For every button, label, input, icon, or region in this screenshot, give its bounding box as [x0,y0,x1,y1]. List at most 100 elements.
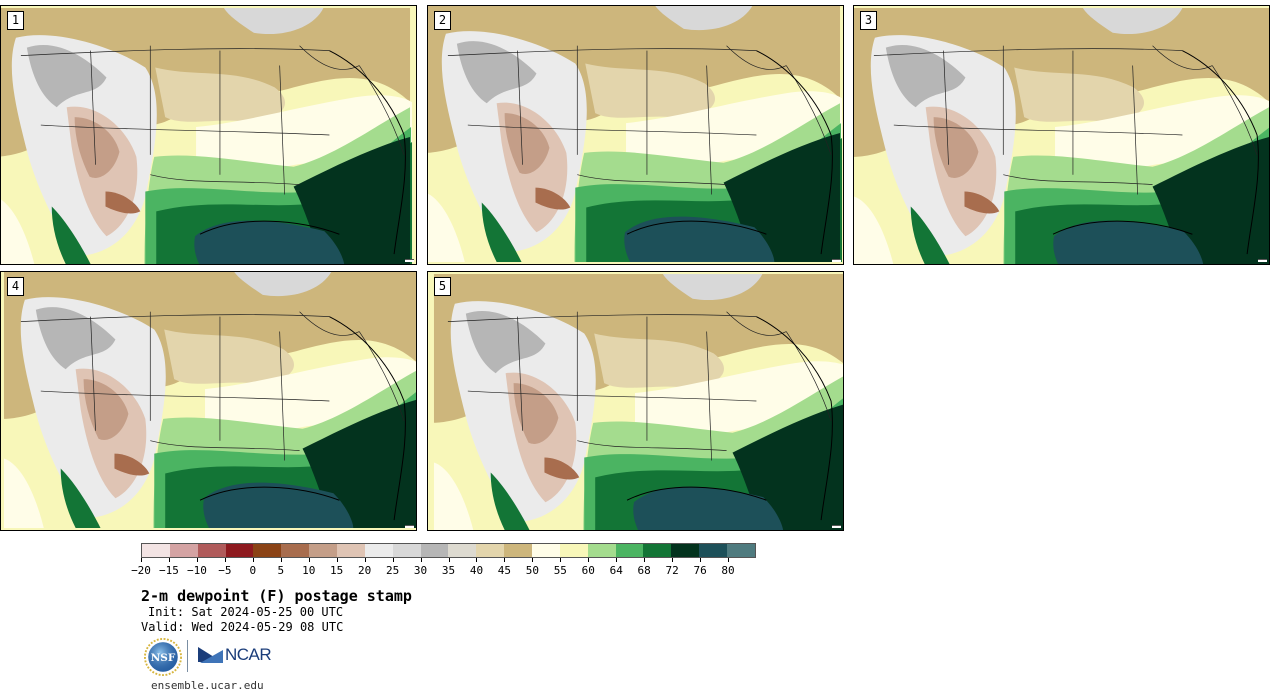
dewpoint-region [535,187,571,210]
colorbar-tick-label: 72 [665,564,679,577]
colorbar-tick [420,558,422,562]
colorbar-tick-label: 80 [721,564,735,577]
corner-mark [832,259,841,262]
dewpoint-region [465,311,546,374]
colorbar-tick-label: −5 [218,564,232,577]
colorbar-tick-label: −15 [159,564,179,577]
corner-mark [832,525,841,528]
dewpoint-region [433,462,474,530]
colorbar-tick [644,558,646,562]
colorbar-tick-label: 40 [469,564,484,577]
dewpoint-region [26,45,107,108]
colorbar-tick [336,558,338,562]
state-border [150,440,300,451]
colorbar-tick [252,558,254,562]
colorbar-tick [616,558,618,562]
dewpoint-region [585,63,716,119]
colorbar-tick-label: −10 [186,564,207,577]
state-border [1211,65,1258,155]
state-border [90,316,96,431]
dewpoint-region [624,216,775,263]
colorbar-swatch [392,544,421,557]
state-border [358,331,405,421]
dewpoint-region [513,383,559,444]
state-border [577,174,727,185]
postage-stamp-map-4[interactable]: 4 [0,271,417,531]
dewpoint-region [3,458,44,529]
state-border [1132,65,1138,195]
ncar-logo [198,647,223,663]
member-label: 2 [434,11,451,30]
corner-mark [405,525,414,528]
dewpoint-region [194,220,345,264]
colorbar-tick [168,558,170,562]
dewpoint-region [456,41,537,104]
ncar-logo-text: NCAR [225,645,272,664]
state-border [517,316,523,431]
dewpoint-region [74,117,120,178]
colorbar-tick-label: 45 [497,564,512,577]
colorbar-tick [504,558,506,562]
colorbar-swatch [643,544,672,557]
dewpoint-region [60,468,101,529]
dewpoint-region [1,199,35,264]
state-border [785,65,832,155]
state-border [1003,174,1153,185]
colorbar-tick [560,558,562,562]
colorbar-tick [672,558,674,562]
colorbar-swatch [253,544,282,557]
state-border [706,331,712,461]
state-border [726,311,787,336]
colorbar-tick [141,558,142,562]
member-label: 3 [860,11,877,30]
colorbar-tick-label: 5 [277,564,285,577]
state-border [40,390,330,402]
state-border [893,124,1183,136]
coastline [1052,50,1259,255]
dewpoint-region [1014,67,1145,123]
dewpoint-region [51,206,91,264]
dewpoint-region [1082,7,1183,35]
coastline [199,50,406,255]
colorbar-tick [224,558,226,562]
state-border [785,331,832,421]
colorbar-swatch [420,544,449,557]
state-border [90,50,96,165]
colorbar-tick [728,558,730,562]
logo-divider [187,640,188,672]
dewpoint-region [234,272,332,297]
nsf-logo: NSF [144,638,182,676]
colorbar-swatch [225,544,254,557]
colorbar-tick [364,558,366,562]
colorbar-swatch [615,544,644,557]
state-border [279,331,285,461]
state-border [299,311,360,336]
dewpoint-region [910,206,950,264]
valid-time: Valid: Wed 2024-05-29 08 UTC [141,620,344,634]
postage-stamp-map-1[interactable]: 1 [0,5,417,265]
dewpoint-field-map [1,272,416,530]
state-border [447,314,757,322]
colorbar-swatch [559,544,588,557]
dewpoint-region [594,333,724,389]
colorbar-tick [700,558,702,562]
coastline [626,50,833,255]
colorbar-tick-label: 25 [385,564,400,577]
member-label: 4 [7,277,24,296]
site-url[interactable]: ensemble.ucar.edu [151,679,264,692]
colorbar-tick-label: 68 [637,564,651,577]
state-border [1152,45,1213,70]
colorbar-swatch [532,544,560,557]
dewpoint-region [544,457,580,480]
postage-stamp-map-5[interactable]: 5 [427,271,844,531]
state-border [20,48,330,56]
postage-stamp-map-3[interactable]: 3 [853,5,1270,265]
colorbar-swatch [309,544,338,557]
colorbar-tick-label: 60 [581,564,595,577]
postage-stamp-map-2[interactable]: 2 [427,5,844,265]
dewpoint-field-map [428,272,843,530]
colorbar-tick-label: 55 [553,564,567,577]
nsf-logo-text: NSF [151,652,176,664]
colorbar-swatch [337,544,365,557]
dewpoint-region [428,193,465,263]
